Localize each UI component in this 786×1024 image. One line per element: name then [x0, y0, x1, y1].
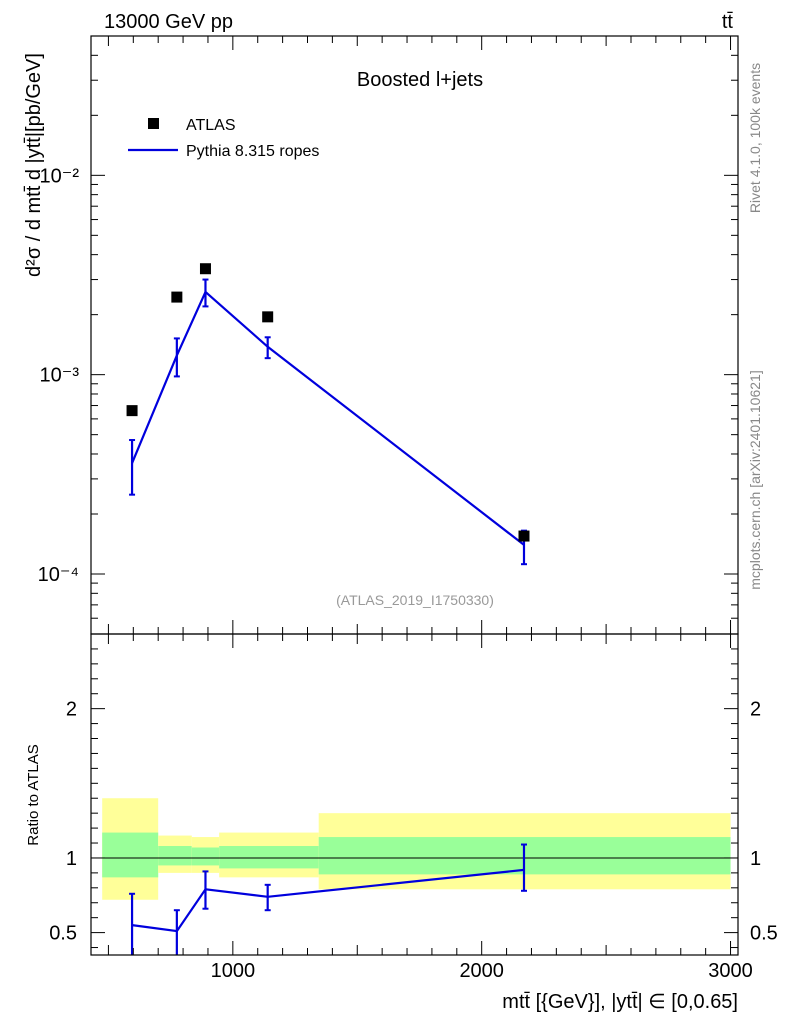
rivet-version-label: Rivet 4.1.0, 100k events [747, 63, 763, 213]
main-ytick-label: 10⁻⁴ [38, 564, 79, 586]
ratio-xtick-label: 3000 [708, 960, 753, 982]
ratio-ytick-label: 0.5 [49, 923, 77, 945]
main-mc-line [132, 292, 524, 545]
ratio-y-axis-label: Ratio to ATLAS [25, 744, 42, 845]
source-label: mcplots.cern.ch [arXiv:2401.10621] [747, 370, 763, 589]
ratio-band-green-3 [219, 846, 319, 868]
main-atlas-point [200, 263, 211, 274]
analysis-id-label: (ATLAS_2019_I1750330) [336, 592, 494, 608]
main-atlas-point [171, 292, 182, 303]
ratio-ytick-label-right: 0.5 [750, 923, 778, 945]
main-ytick-label: 10⁻³ [40, 365, 80, 387]
ratio-xtick-label: 2000 [459, 960, 504, 982]
ratio-band-green-2 [192, 848, 219, 866]
main-panel: 10⁻⁴ 10⁻³ 10⁻² [38, 36, 738, 634]
main-title: Boosted l+jets [357, 69, 483, 91]
ratio-band-green-0 [102, 833, 158, 878]
ratio-band-green-1 [158, 846, 192, 865]
ratio-ytick-label-right: 2 [750, 699, 761, 721]
ratio-ytick-label: 2 [66, 699, 77, 721]
main-ytick-label: 10⁻² [40, 165, 80, 187]
main-y-axis-label: d²σ / d mtt̄ d |ytt̄|[pb/GeV] [23, 53, 45, 277]
header-process-label: tt̄ [722, 11, 734, 33]
header-collision-label: 13000 GeV pp [104, 11, 233, 33]
ratio-xtick-label: 1000 [211, 960, 256, 982]
legend-mc-label: Pythia 8.315 ropes [186, 143, 319, 160]
legend-atlas-marker [148, 118, 159, 129]
ratio-panel: 0.5 0.5 1 1 2 2 1000 2000 3000 [49, 634, 778, 982]
main-atlas-point [262, 311, 273, 322]
ratio-ytick-label: 1 [66, 848, 77, 870]
ratio-frame [91, 634, 738, 955]
main-atlas-point [127, 405, 138, 416]
x-axis-label: mtt̄ [{GeV}], |ytt̄| ∈ [0,0.65] [502, 991, 738, 1013]
main-atlas-point [518, 531, 529, 542]
legend-atlas-label: ATLAS [186, 117, 236, 134]
ratio-ytick-label-right: 1 [750, 848, 761, 870]
plot-canvas: 13000 GeV pp tt̄ Rivet 4.1.0, 100k event… [0, 0, 786, 1024]
